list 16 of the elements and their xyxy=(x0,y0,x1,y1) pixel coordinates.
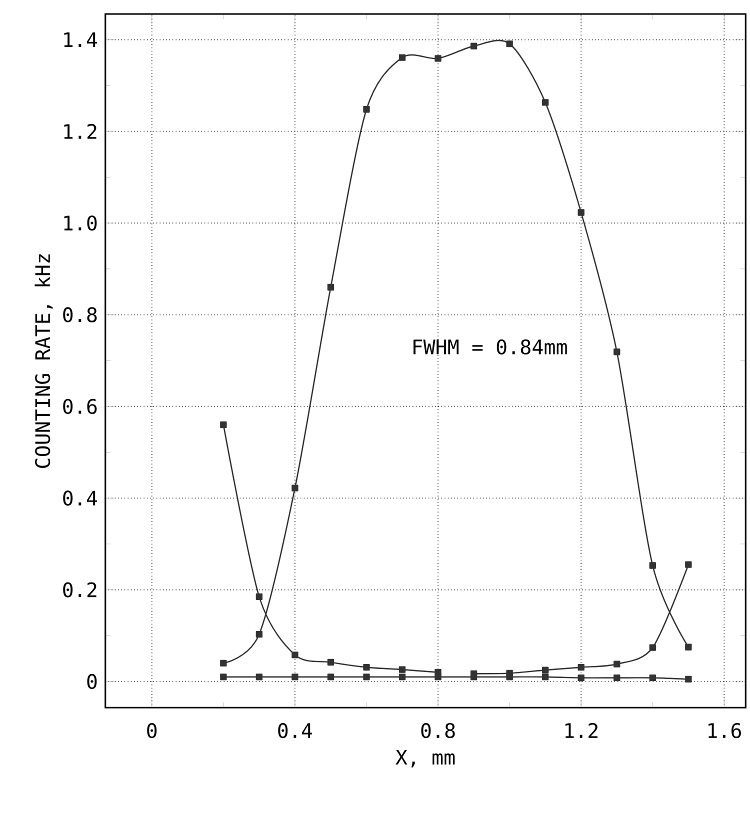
x-axis-title: X, mm xyxy=(395,750,455,768)
y-tick-label: 1.2 xyxy=(64,124,96,139)
x-tick-label: 0.4 xyxy=(278,723,312,738)
y-tick-label: 0.4 xyxy=(62,490,97,506)
x-tick-label: 1.2 xyxy=(565,723,598,738)
x-tick-label: 1.6 xyxy=(708,723,741,738)
annotation: FWHM = 0.84mm xyxy=(413,339,567,355)
y-tick-label: 1.0 xyxy=(64,215,97,231)
y-tick-label: 0.2 xyxy=(62,582,96,598)
y-tick-label: 0.8 xyxy=(62,307,97,322)
x-tick-label: 0 xyxy=(146,723,156,738)
y-axis-title: COUNTING RATE, kHz xyxy=(34,254,53,468)
y-tick-label: 1.4 xyxy=(64,32,97,47)
x-tick-label: 0.8 xyxy=(421,723,455,738)
y-tick-label: 0 xyxy=(87,674,97,690)
y-tick-label: 0.6 xyxy=(62,398,97,414)
